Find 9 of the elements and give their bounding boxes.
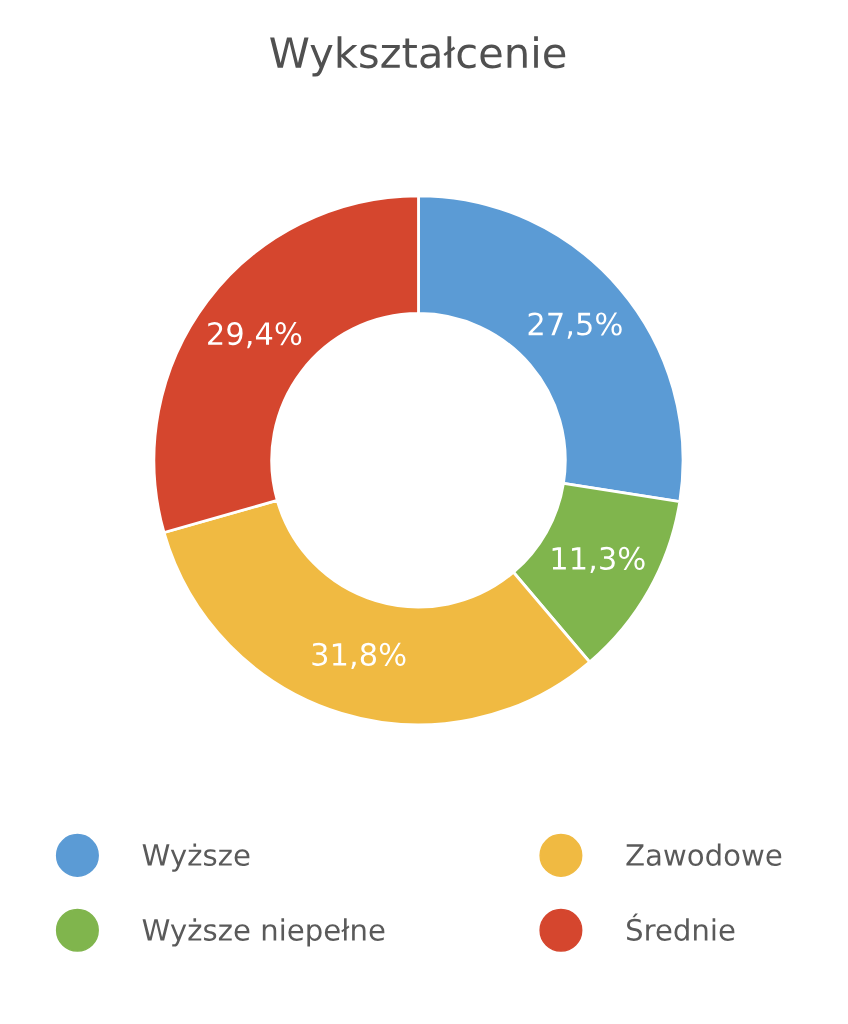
legend-label: Zawodowe <box>626 843 782 866</box>
data-label: 29,4% <box>208 322 302 349</box>
data-label: 31,8% <box>312 642 406 670</box>
data-label: 11,3% <box>552 546 645 574</box>
legend-label: Średnie <box>627 913 735 941</box>
data-label: 27,5% <box>528 312 622 339</box>
chart-title: Wykształcenie <box>270 36 566 77</box>
legend-label: Wyższe niepełne <box>142 918 385 947</box>
legend-label: Wyższe <box>142 843 250 872</box>
